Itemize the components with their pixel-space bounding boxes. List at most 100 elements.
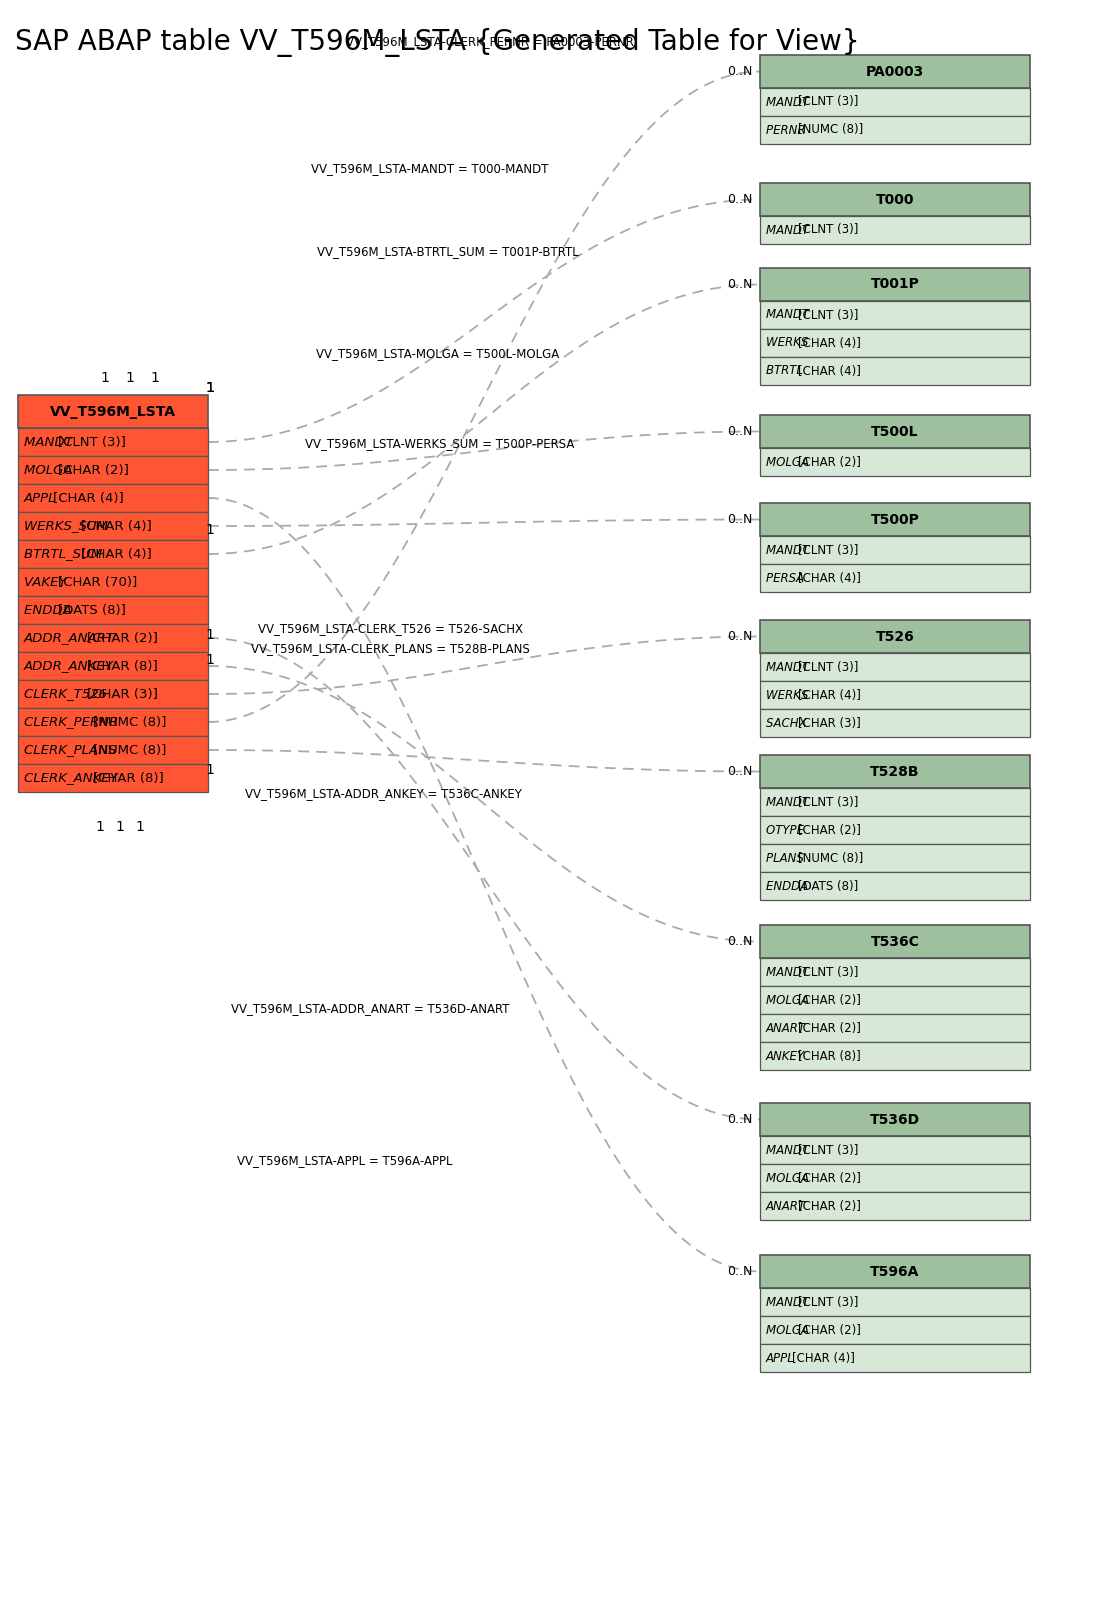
Bar [760,535,1030,564]
Text: OTYPE: OTYPE [766,823,807,836]
Text: MOLGA: MOLGA [24,464,77,477]
Text: T000: T000 [876,192,914,207]
Text: WERKS_SUM: WERKS_SUM [24,519,112,532]
Text: T001P: T001P [870,278,920,291]
Text: 1: 1 [116,820,124,834]
Text: 0..N: 0..N [727,631,752,644]
Text: VV_T596M_LSTA-CLERK_T526 = T526-SACHX: VV_T596M_LSTA-CLERK_T526 = T526-SACHX [257,623,522,635]
Text: MANDT: MANDT [766,543,813,556]
Text: [CHAR (2)]: [CHAR (2)] [798,1323,860,1337]
Text: [CHAR (4)]: [CHAR (4)] [798,364,860,377]
Text: VV_T596M_LSTA-ADDR_ANART = T536D-ANART: VV_T596M_LSTA-ADDR_ANART = T536D-ANART [231,1003,509,1015]
Text: [CHAR (8)]: [CHAR (8)] [92,771,164,784]
Text: SAP ABAP table VV_T596M_LSTA {Generated Table for View}: SAP ABAP table VV_T596M_LSTA {Generated … [15,27,859,57]
Text: [CHAR (2)]: [CHAR (2)] [798,456,860,469]
Bar [18,736,208,763]
Bar [760,55,1030,87]
Text: CLERK_PERNR: CLERK_PERNR [24,715,122,729]
Bar [760,448,1030,475]
Text: [CLNT (3)]: [CLNT (3)] [798,1295,858,1308]
Text: VAKEY: VAKEY [24,576,70,589]
Text: MOLGA: MOLGA [766,993,813,1006]
Text: ENDDA: ENDDA [766,880,812,893]
Bar [760,925,1030,957]
Text: VV_T596M_LSTA-APPL = T596A-APPL: VV_T596M_LSTA-APPL = T596A-APPL [238,1155,453,1167]
Text: 0..N: 0..N [727,935,752,948]
Bar [18,568,208,597]
Text: [CHAR (8)]: [CHAR (8)] [798,1049,860,1062]
Text: 0..N: 0..N [727,425,752,438]
Bar [760,1344,1030,1371]
Text: MANDT: MANDT [766,1143,813,1156]
Text: PERNR: PERNR [766,123,810,136]
Text: CLERK_PLANS: CLERK_PLANS [24,744,121,757]
Text: APPL: APPL [24,492,60,505]
Text: PERSA: PERSA [766,571,807,584]
Text: VV_T596M_LSTA-ADDR_ANKEY = T536C-ANKEY: VV_T596M_LSTA-ADDR_ANKEY = T536C-ANKEY [244,787,521,800]
Bar [760,653,1030,681]
Bar [18,429,208,456]
Text: PLANS: PLANS [766,852,807,865]
Text: 1: 1 [206,763,214,778]
Bar [760,328,1030,357]
Bar [760,1137,1030,1164]
Text: 1: 1 [100,370,109,385]
Text: [CHAR (2)]: [CHAR (2)] [58,464,130,477]
Bar [760,986,1030,1014]
Bar [760,1014,1030,1041]
Text: MOLGA: MOLGA [766,1323,813,1337]
Text: ENDDA: ENDDA [24,603,76,616]
Text: MANDT: MANDT [766,796,813,808]
Text: [CHAR (70)]: [CHAR (70)] [58,576,138,589]
Text: [CLNT (3)]: [CLNT (3)] [798,223,858,236]
Text: T536D: T536D [870,1112,920,1127]
Text: T500P: T500P [870,513,920,527]
Bar [18,456,208,483]
Text: [CLNT (3)]: [CLNT (3)] [798,660,858,674]
Text: MANDT: MANDT [766,309,813,322]
Bar [18,708,208,736]
Bar [18,395,208,429]
Text: BTRTL: BTRTL [766,364,806,377]
Bar [18,513,208,540]
Text: MOLGA: MOLGA [766,456,813,469]
Text: 0..N: 0..N [727,513,752,526]
Text: ANART: ANART [766,1022,810,1035]
Text: [CLNT (3)]: [CLNT (3)] [798,965,858,978]
Bar [18,763,208,792]
Bar [760,619,1030,653]
Text: 1: 1 [135,820,144,834]
Text: [NUMC (8)]: [NUMC (8)] [798,123,862,136]
Text: [CHAR (4)]: [CHAR (4)] [798,571,860,584]
Text: 0..N: 0..N [727,765,752,778]
Text: VV_T596M_LSTA-CLERK_PLANS = T528B-PLANS: VV_T596M_LSTA-CLERK_PLANS = T528B-PLANS [251,642,529,655]
Text: ADDR_ANKEY: ADDR_ANKEY [24,660,118,673]
Bar [760,1289,1030,1316]
Text: VV_T596M_LSTA-CLERK_PERNR = PA0003-PERNR: VV_T596M_LSTA-CLERK_PERNR = PA0003-PERNR [346,36,634,49]
Text: [NUMC (8)]: [NUMC (8)] [798,852,862,865]
Bar [760,416,1030,448]
Text: [CLNT (3)]: [CLNT (3)] [798,543,858,556]
Text: MOLGA: MOLGA [766,1171,813,1185]
Text: WERKS: WERKS [766,336,812,349]
Bar [18,597,208,624]
Bar [760,503,1030,535]
Text: 1: 1 [125,370,134,385]
Text: [CHAR (2)]: [CHAR (2)] [798,1022,860,1035]
Bar [760,844,1030,872]
Text: [CLNT (3)]: [CLNT (3)] [58,435,126,448]
Text: [CHAR (4)]: [CHAR (4)] [792,1352,856,1365]
Bar [18,681,208,708]
Text: [CLNT (3)]: [CLNT (3)] [798,95,858,108]
Text: 1: 1 [151,370,160,385]
Text: 0..N: 0..N [727,192,752,205]
Text: [CHAR (2)]: [CHAR (2)] [798,1171,860,1185]
Bar [18,540,208,568]
Text: [CHAR (4)]: [CHAR (4)] [81,519,152,532]
Text: MANDT: MANDT [766,965,813,978]
Text: PA0003: PA0003 [866,65,924,79]
Bar [760,1103,1030,1137]
Text: CLERK_ANKEY: CLERK_ANKEY [24,771,122,784]
Bar [760,817,1030,844]
Text: MANDT: MANDT [766,95,813,108]
